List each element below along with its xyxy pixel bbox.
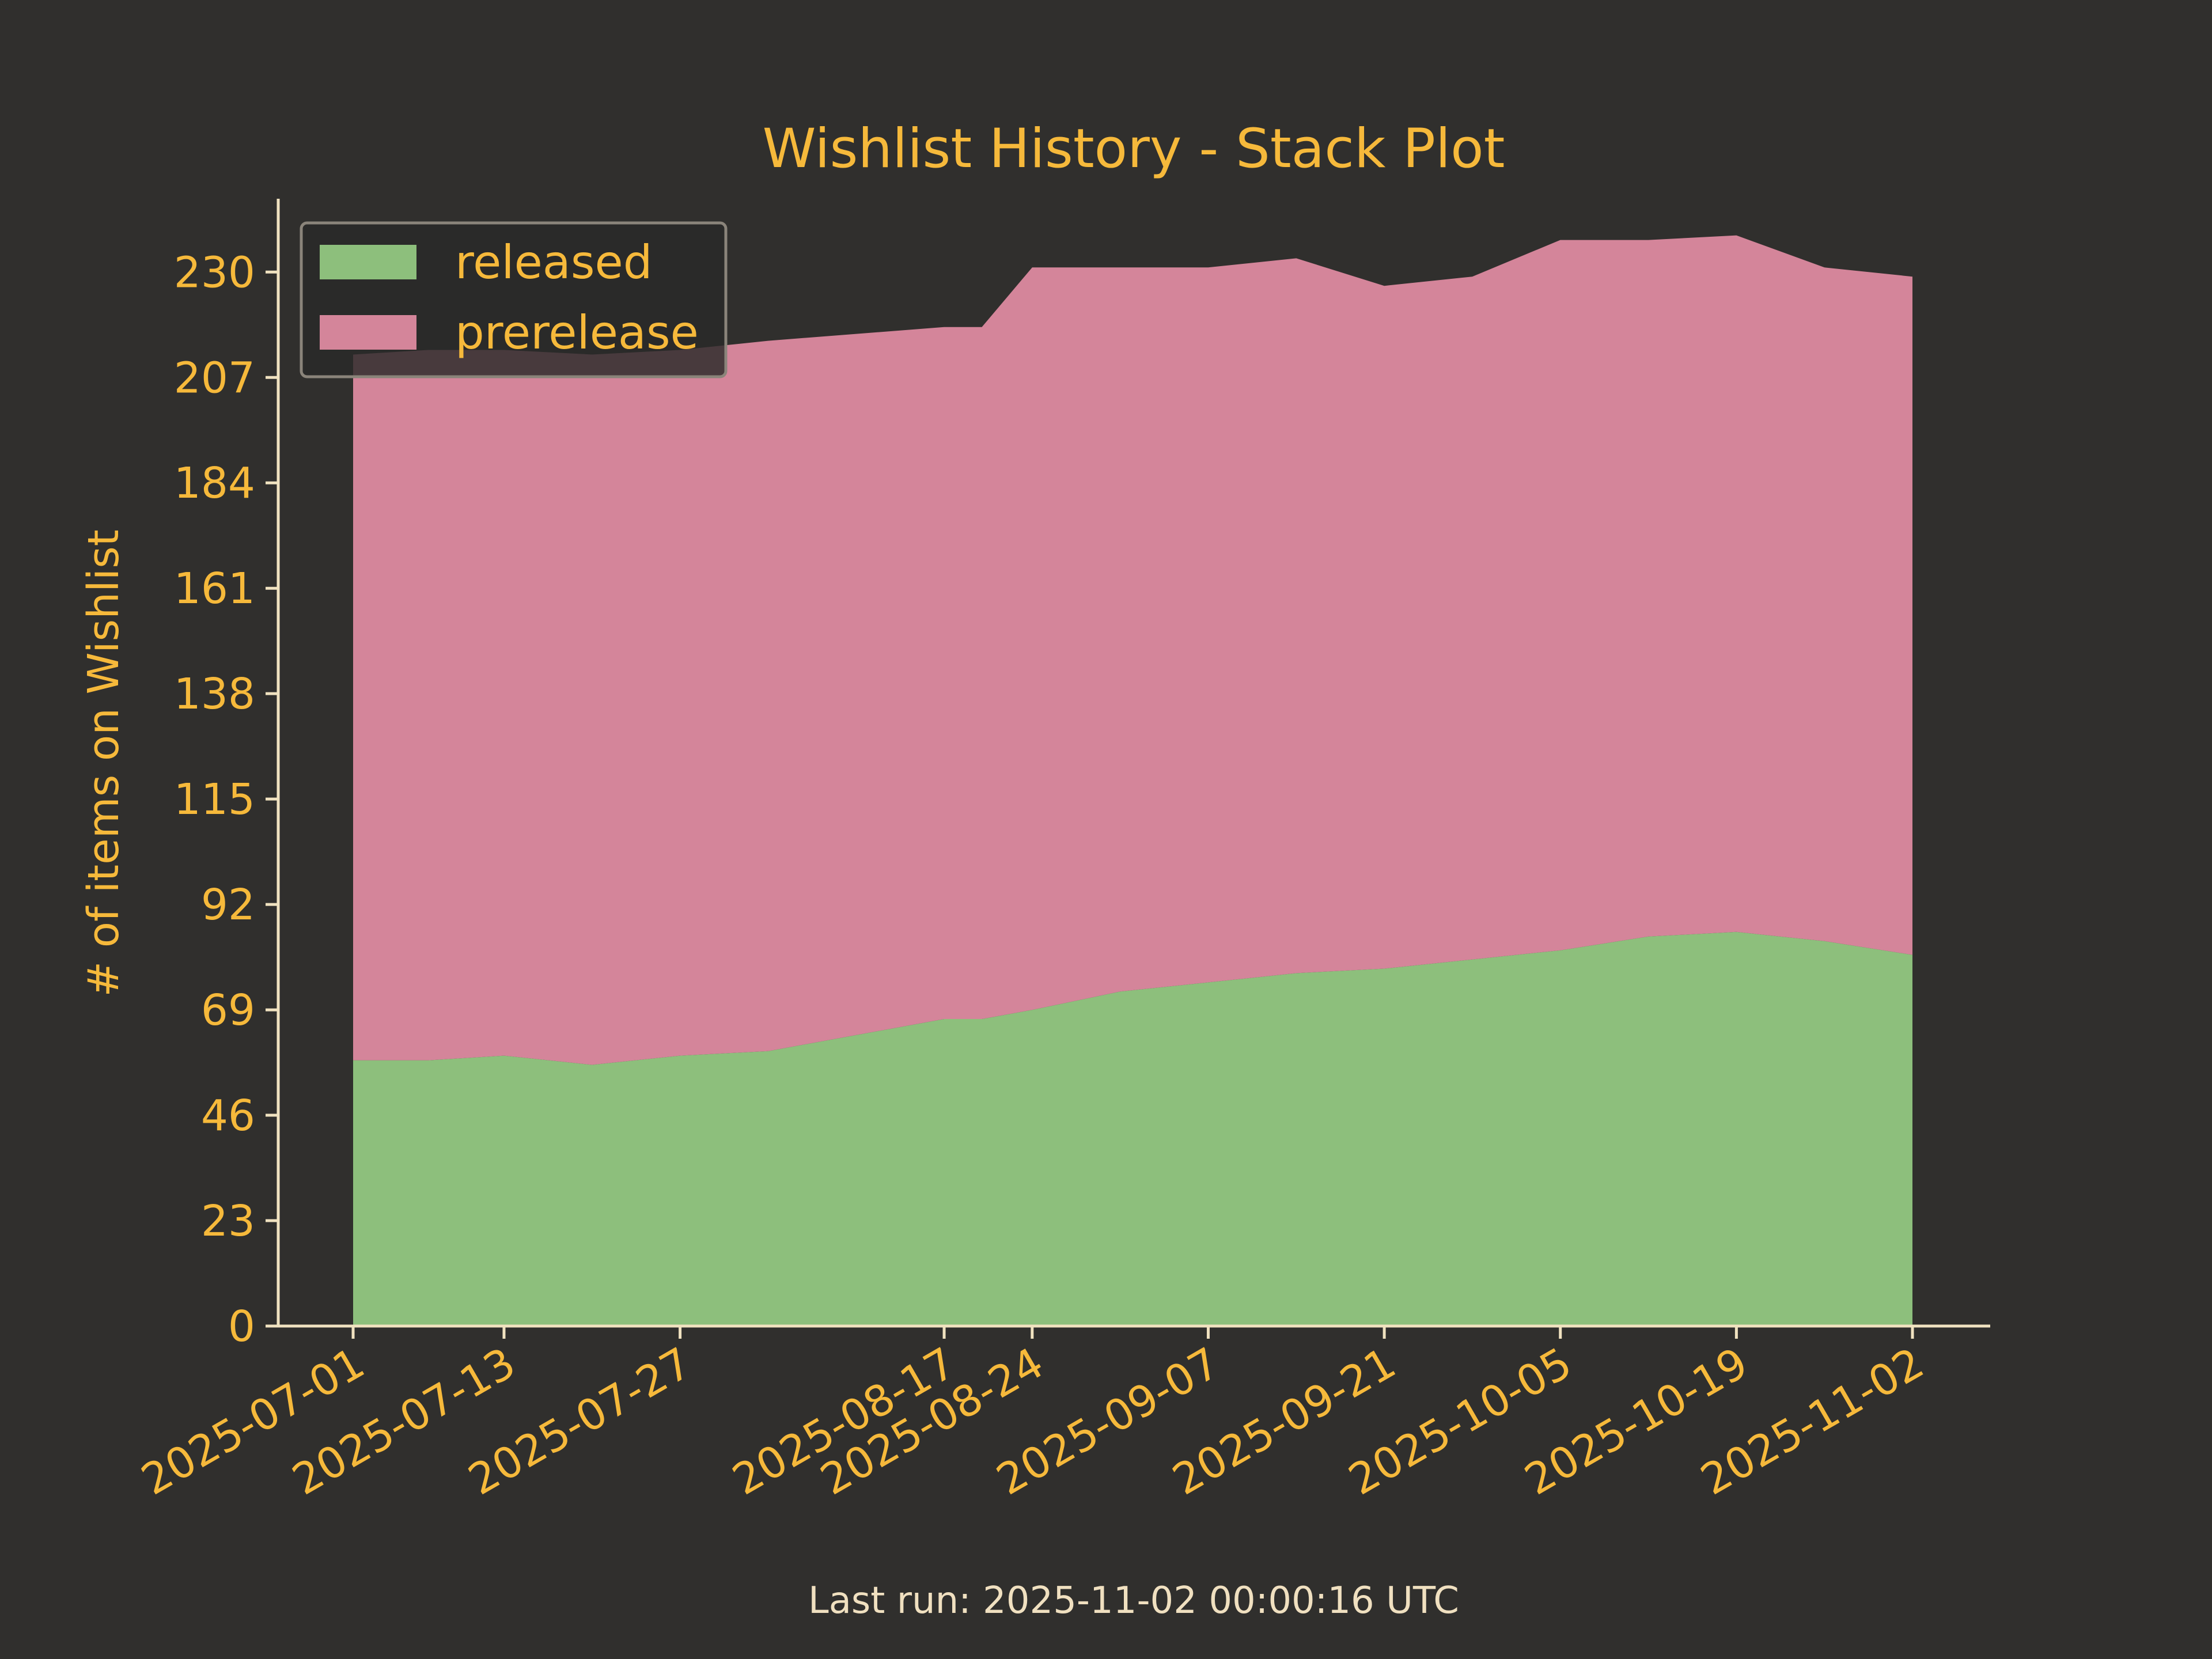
- y-tick-label: 161: [174, 564, 255, 613]
- y-tick-label: 115: [174, 775, 255, 824]
- y-tick-label: 69: [201, 986, 255, 1035]
- y-tick-label: 184: [174, 459, 255, 508]
- y-ticks: 0 23 46 69 92 115 138 161 184 207 230: [174, 248, 278, 1351]
- last-run-footer: Last run: 2025-11-02 00:00:16 UTC: [808, 1580, 1459, 1622]
- y-tick-label: 0: [228, 1302, 255, 1351]
- legend: released prerelease: [300, 221, 728, 378]
- axes: [276, 199, 1990, 1328]
- legend-swatch-prerelease: [320, 315, 416, 350]
- legend-label-released: released: [455, 236, 653, 289]
- area-released: [353, 931, 1912, 1326]
- legend-label-prerelease: prerelease: [455, 306, 699, 359]
- plot-areas: [353, 235, 1912, 1326]
- y-tick-label: 23: [201, 1196, 255, 1246]
- y-axis-label: # of items on Wishlist: [79, 529, 128, 997]
- y-tick-label: 230: [174, 248, 255, 297]
- legend-swatch-released: [320, 245, 416, 279]
- y-tick-label: 92: [201, 880, 255, 930]
- y-tick-label: 46: [201, 1091, 255, 1141]
- chart-title: Wishlist History - Stack Plot: [763, 118, 1505, 180]
- y-tick-label: 207: [174, 353, 255, 403]
- y-tick-label: 138: [174, 669, 255, 719]
- area-prerelease: [353, 235, 1912, 1065]
